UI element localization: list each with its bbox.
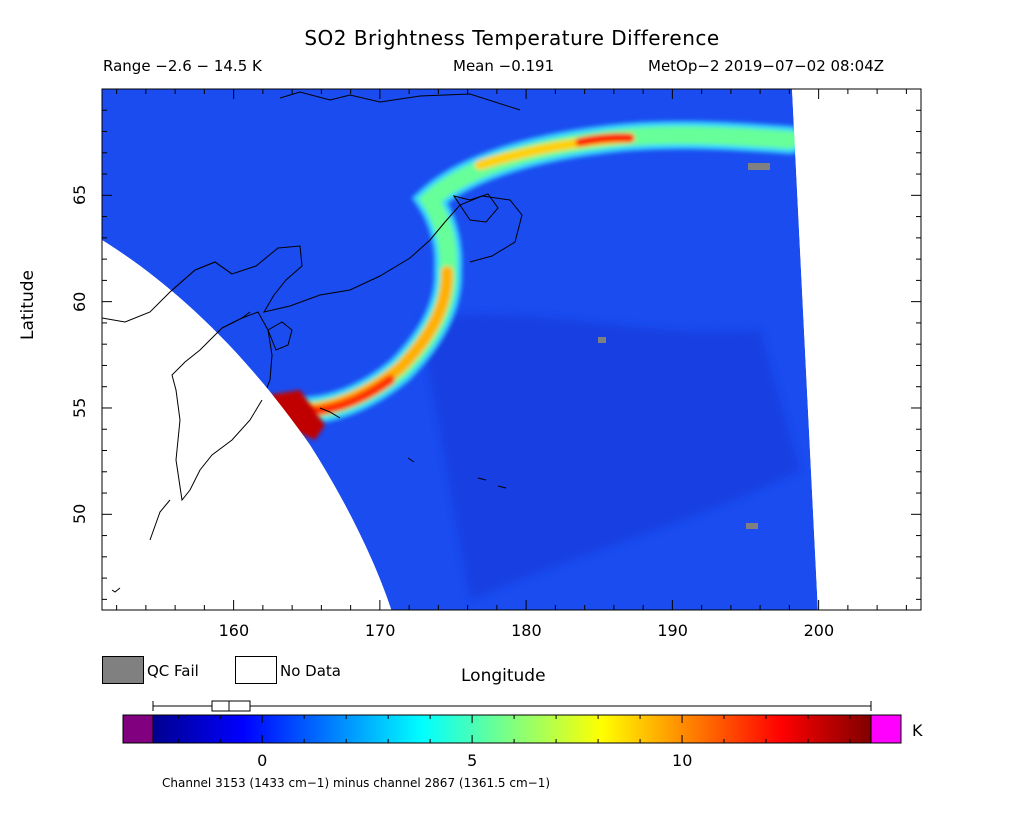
mean-text: Mean −0.191 [453, 57, 555, 75]
qc-fail-pixel [598, 337, 606, 343]
coastlines-land [102, 261, 263, 593]
no-data-east [792, 89, 921, 610]
plume-peak [268, 390, 325, 440]
qc-fail-label: QC Fail [147, 662, 199, 680]
y-axis-label: Latitude [18, 270, 38, 340]
colorbar-tick-label: 5 [467, 751, 478, 770]
so2-plume [271, 121, 804, 425]
channel-caption: Channel 3153 (1433 cm−1) minus channel 2… [162, 776, 551, 790]
satellite-time-text: MetOp−2 2019−07−02 08:04Z [648, 57, 885, 75]
qc-fail-pixel [748, 163, 770, 170]
plot-frame [101, 88, 922, 611]
y-tick-label: 60 [70, 291, 89, 312]
x-axis-label: Longitude [461, 666, 546, 686]
no-data-swatch [235, 656, 277, 684]
x-tick-label: 180 [511, 621, 542, 640]
axis-ticks [102, 89, 921, 610]
x-tick-label: 170 [364, 621, 396, 640]
map-field [102, 89, 921, 610]
colorbar-ticks [177, 715, 851, 743]
colorbar-tick-label: 0 [257, 751, 268, 770]
colorbar-unit: K [912, 721, 923, 740]
plot-title: SO2 Brightness Temperature Difference [304, 26, 720, 50]
value-boxplot [152, 700, 872, 712]
x-tick-label: 190 [657, 621, 688, 640]
colorbar-under [122, 714, 154, 744]
y-tick-label: 65 [70, 184, 89, 206]
no-data-west [102, 240, 392, 610]
colorbar-over [870, 714, 902, 744]
y-tick-label: 50 [70, 503, 89, 525]
qc-fail-pixel [746, 523, 758, 529]
x-tick-label: 200 [803, 621, 835, 640]
no-data-label: No Data [280, 662, 341, 680]
colorbar [152, 714, 872, 744]
swath-dark-region [420, 314, 800, 600]
colorbar-tick-label: 10 [672, 751, 693, 770]
range-text: Range −2.6 − 14.5 K [103, 57, 262, 75]
x-tick-label: 160 [218, 621, 250, 640]
qc-fail-swatch [102, 656, 144, 684]
y-tick-label: 55 [70, 397, 89, 418]
